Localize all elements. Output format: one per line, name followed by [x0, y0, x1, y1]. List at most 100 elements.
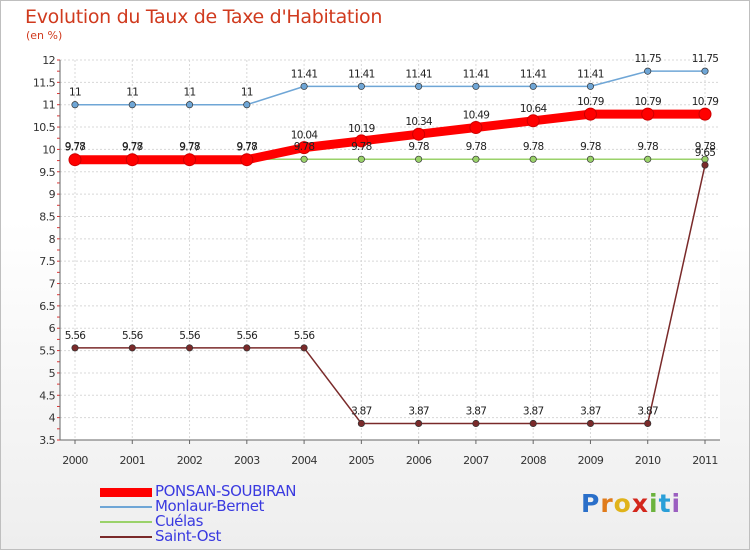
- data-point: [183, 153, 197, 167]
- data-point: [243, 101, 251, 109]
- legend-swatch: [100, 521, 152, 523]
- data-label: 10.49: [463, 110, 490, 122]
- x-tick-label: 2004: [291, 454, 317, 467]
- data-label: 11.75: [634, 53, 661, 65]
- data-label: 9.78: [523, 141, 544, 153]
- data-point: [529, 155, 537, 163]
- data-point: [529, 419, 537, 428]
- data-label: 11: [69, 87, 81, 99]
- data-label: 9.77: [237, 142, 258, 154]
- y-tick-label: 11: [42, 99, 55, 112]
- data-point: [472, 82, 480, 90]
- plot-area: [60, 60, 720, 440]
- data-label: 10.64: [520, 103, 548, 115]
- x-tick-label: 2010: [635, 454, 661, 467]
- data-point: [71, 344, 79, 352]
- x-tick-label: 2007: [463, 454, 489, 467]
- data-label: 9.78: [466, 141, 487, 153]
- data-label: 5.56: [294, 330, 316, 342]
- data-point: [583, 107, 597, 121]
- legend-label: Monlaur-Bernet: [155, 497, 265, 515]
- y-tick-label: 8.5: [39, 210, 55, 223]
- data-point: [529, 82, 537, 90]
- data-label: 9.65: [695, 147, 716, 159]
- data-point: [586, 155, 595, 163]
- chart-title: Evolution du Taux de Taxe d'Habitation: [25, 6, 383, 28]
- x-tick-label: 2002: [177, 454, 203, 467]
- series-line-monlaur-bernet: [74, 70, 706, 106]
- y-tick-label: 8: [49, 233, 56, 246]
- legend-item: Cuélas: [100, 512, 360, 530]
- x-tick-label: 2011: [692, 454, 718, 467]
- data-point: [357, 419, 365, 428]
- data-label: 9.78: [408, 141, 429, 153]
- y-tick-label: 12: [42, 54, 55, 67]
- logo-letter: P: [581, 489, 601, 518]
- data-label: 11.41: [577, 68, 604, 80]
- data-point: [185, 101, 194, 109]
- legend-label: Saint-Ost: [155, 527, 222, 545]
- y-tick-label: 5: [49, 367, 56, 380]
- x-tick-label: 2009: [578, 454, 604, 467]
- data-label: 11: [184, 87, 196, 99]
- data-point: [644, 67, 652, 75]
- y-tick-label: 6: [49, 322, 56, 335]
- data-label: 9.78: [695, 141, 716, 153]
- data-label: 11: [126, 87, 138, 99]
- y-tick-label: 10.5: [33, 121, 56, 134]
- data-point: [472, 419, 480, 428]
- series-line-ponsan-soubiran: [70, 109, 710, 165]
- data-label: 9.77: [65, 142, 86, 154]
- data-point: [243, 344, 251, 352]
- x-tick-label: 2006: [406, 454, 432, 467]
- x-tick-label: 2000: [62, 454, 88, 467]
- data-point: [357, 82, 365, 90]
- data-point: [297, 141, 311, 155]
- proxiti-logo: Proxiti: [581, 489, 681, 518]
- data-label: 9.78: [65, 141, 86, 153]
- data-label: 3.87: [637, 405, 658, 417]
- legend-item: Saint-Ost: [100, 527, 360, 545]
- series-line-saint-ost: [74, 164, 706, 425]
- logo-letter: i: [649, 489, 659, 518]
- logo-letter: r: [600, 489, 614, 518]
- data-label: 3.87: [408, 405, 429, 417]
- data-label: 11.41: [348, 68, 375, 80]
- data-label: 9.78: [294, 141, 315, 153]
- data-point: [415, 155, 423, 163]
- data-label: 9.78: [351, 141, 372, 153]
- data-point: [415, 419, 423, 428]
- x-tick-label: 2003: [234, 454, 260, 467]
- legend-label: PONSAN-SOUBIRAN: [155, 482, 297, 500]
- data-label: 9.77: [122, 142, 143, 154]
- data-label: 10.19: [348, 123, 375, 135]
- y-tick-label: 4: [49, 412, 56, 425]
- data-point: [586, 82, 595, 90]
- data-point: [300, 155, 308, 163]
- y-tick-label: 11.5: [33, 76, 56, 89]
- data-label: 9.78: [637, 141, 658, 153]
- data-label: 3.87: [523, 405, 544, 417]
- data-label: 3.87: [351, 405, 372, 417]
- data-point: [526, 114, 540, 128]
- legend-swatch: [100, 506, 152, 508]
- y-tick-label: 4.5: [39, 389, 55, 402]
- legend-swatch: [100, 536, 152, 538]
- x-tick-label: 2001: [119, 454, 145, 467]
- y-tick-label: 6.5: [39, 300, 55, 313]
- data-label: 9.78: [580, 141, 601, 153]
- data-label: 3.87: [580, 405, 601, 417]
- data-label: 5.56: [179, 330, 201, 342]
- logo-letter: i: [671, 489, 682, 518]
- data-label: 10.79: [577, 96, 604, 108]
- data-point: [125, 153, 139, 167]
- data-label: 3.87: [466, 405, 487, 417]
- data-point: [469, 121, 483, 135]
- data-label: 11.41: [520, 68, 547, 80]
- data-point: [68, 153, 82, 167]
- data-point: [240, 153, 254, 167]
- legend-item: Monlaur-Bernet: [100, 497, 360, 515]
- y-axis-unit-label: (en %): [26, 29, 63, 42]
- data-point: [300, 82, 308, 90]
- y-tick-label: 9: [49, 188, 56, 201]
